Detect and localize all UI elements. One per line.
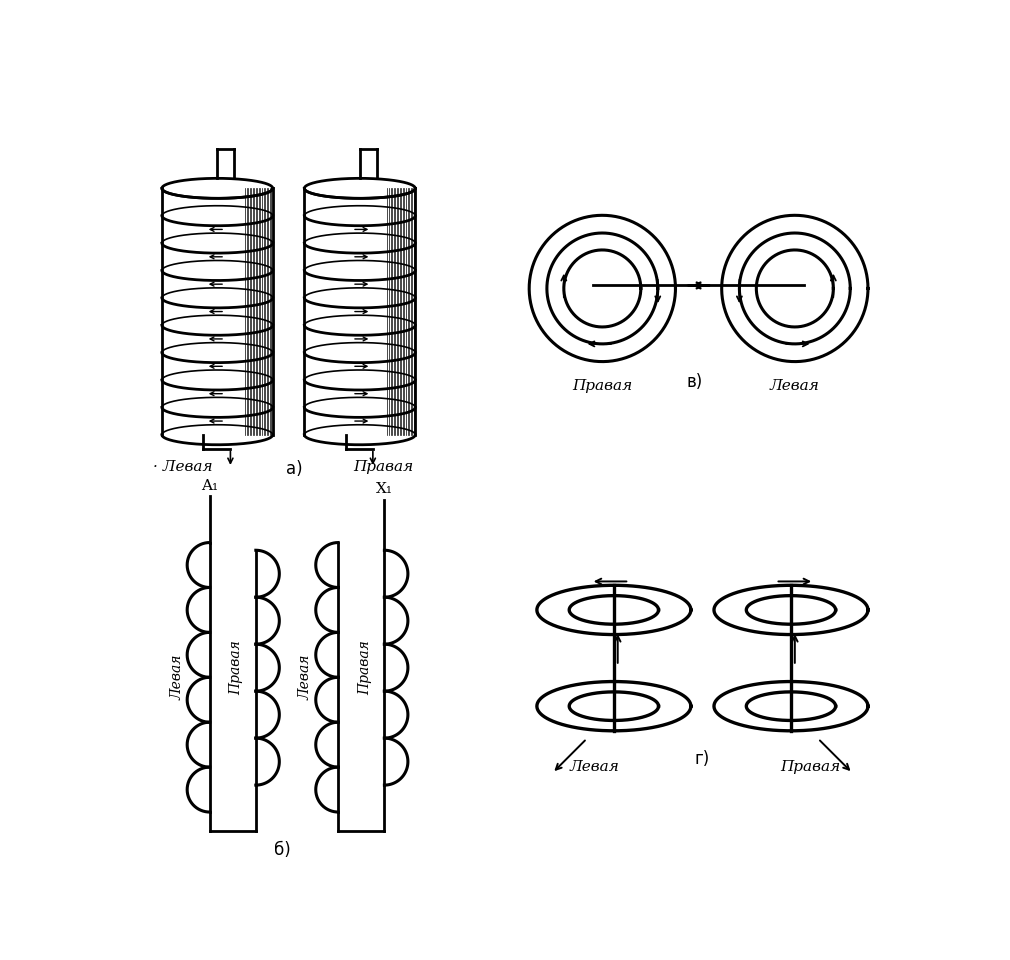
Text: Правая: Правая [573, 378, 632, 393]
Text: Правая: Правая [780, 760, 840, 774]
Text: Левая: Левая [770, 378, 820, 393]
Text: X₁: X₁ [376, 482, 393, 496]
Text: Левая: Левая [171, 655, 184, 700]
Text: Правая: Правая [229, 640, 243, 695]
Text: · Левая: · Левая [153, 460, 212, 474]
Text: A₁: A₁ [201, 478, 218, 492]
Text: Левая: Левая [299, 655, 313, 700]
Text: Левая: Левая [570, 760, 619, 774]
Text: в): в) [687, 373, 703, 391]
Text: г): г) [695, 750, 710, 768]
Text: б): б) [275, 841, 291, 858]
Text: Правая: Правая [352, 460, 413, 474]
Text: Правая: Правая [359, 640, 372, 695]
Text: а): а) [286, 460, 303, 478]
